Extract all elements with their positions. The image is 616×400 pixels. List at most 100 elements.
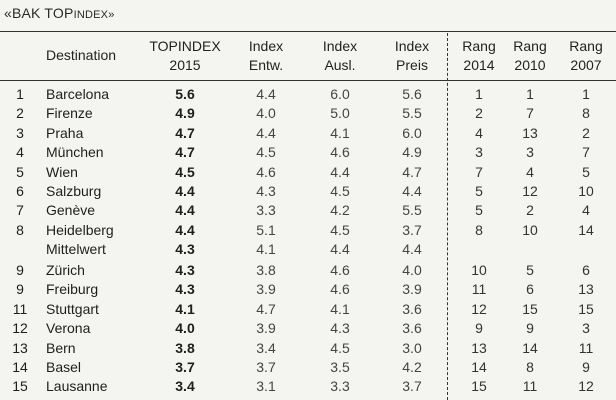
table-row: 8 Heidelberg 4.4 5.1 4.5 3.7 8 10 14: [0, 221, 616, 240]
index-entw-cell: 4.4: [256, 124, 276, 141]
topindex-cell: 4.1: [175, 300, 195, 317]
top-rule: [0, 31, 616, 32]
index-preis-cell: 4.2: [402, 359, 422, 375]
rang-2007-cell: 13: [578, 281, 594, 298]
header-r2010-line2: 2010: [514, 57, 546, 73]
rank-cell: 8: [16, 221, 24, 238]
index-ausl-cell: 4.5: [330, 221, 350, 238]
rank-cell: 9: [16, 281, 24, 298]
rank-cell: 1: [16, 86, 24, 102]
destination-cell: Praha: [46, 124, 84, 141]
rang-2014-cell: 9: [475, 320, 483, 337]
index-preis-cell: 4.4: [402, 241, 422, 258]
rang-2007-cell: 7: [582, 144, 590, 161]
index-ausl-cell: 6.0: [330, 86, 350, 102]
rang-2007-cell: 2: [582, 124, 590, 141]
index-entw-cell: 4.7: [256, 300, 276, 317]
table-row: 12 Verona 4.0 3.9 4.3 3.6 9 9 3: [0, 319, 616, 338]
table-row: 9 Zürich 4.3 3.8 4.6 4.0 10 5 6: [0, 261, 616, 280]
rang-2007-cell: 8: [582, 105, 590, 122]
rang-2007-cell: 12: [578, 378, 594, 395]
topindex-cell: 3.8: [175, 339, 195, 356]
header-topindex-line2: 2015: [169, 57, 201, 73]
index-entw-cell: 3.4: [256, 339, 276, 356]
index-preis-cell: 5.6: [402, 86, 422, 102]
index-preis-cell: 4.0: [402, 262, 422, 278]
rang-2007-cell: 10: [578, 183, 594, 199]
topindex-cell: 4.3: [175, 281, 195, 298]
destination-cell: Firenze: [46, 105, 93, 122]
rank-cell: 7: [16, 202, 24, 219]
destination-cell: Genève: [46, 202, 96, 219]
index-entw-cell: 5.1: [256, 221, 276, 238]
header-r2014-line2: 2014: [463, 57, 495, 73]
header-index-entw: Index Entw.: [236, 37, 296, 75]
table-row: 15 Lausanne 3.4 3.1 3.3 3.7 15 11 12: [0, 377, 616, 396]
topindex-cell: 4.0: [175, 320, 195, 337]
rang-2014-cell: 11: [471, 281, 487, 298]
topindex-cell: 4.7: [175, 144, 195, 161]
topindex-cell: 4.4: [175, 202, 195, 219]
destination-cell: Barcelona: [46, 86, 110, 102]
rang-2014-cell: 5: [475, 202, 483, 219]
table-row: 13 Bern 3.8 3.4 4.5 3.0 13 14 11: [0, 339, 616, 358]
header-r2007-line2: 2007: [570, 57, 602, 73]
header-ausl-line1: Index: [322, 38, 358, 54]
index-entw-cell: 4.5: [256, 144, 276, 161]
destination-cell: Wien: [46, 163, 78, 180]
destination-cell: München: [46, 144, 104, 161]
destination-cell: Lausanne: [46, 378, 108, 395]
index-ausl-cell: 4.1: [330, 124, 350, 141]
header-entw-line2: Entw.: [248, 57, 284, 73]
header-ausl-line2: Ausl.: [324, 57, 356, 73]
rang-2010-cell: 8: [526, 359, 534, 375]
rang-2010-cell: 12: [522, 183, 538, 199]
rang-2010-cell: 10: [522, 221, 538, 238]
index-ausl-cell: 4.6: [330, 144, 350, 161]
table-row: 3 Praha 4.7 4.4 4.1 6.0 4 13 2: [0, 124, 616, 143]
topindex-cell: 4.4: [175, 183, 195, 199]
header-rang-2014: Rang 2014: [454, 37, 504, 75]
topindex-cell: 4.3: [175, 262, 195, 278]
index-ausl-cell: 3.5: [330, 359, 350, 375]
rank-cell: 11: [12, 300, 28, 317]
destination-cell: Zürich: [46, 262, 85, 278]
rang-2014-cell: 1: [475, 86, 483, 102]
rang-2010-cell: 6: [526, 281, 534, 298]
rang-2007-cell: 1: [582, 86, 590, 102]
rang-2010-cell: 9: [526, 320, 534, 337]
rang-2010-cell: 11: [522, 378, 538, 395]
table-row: 11 Stuttgart 4.1 4.7 4.1 3.6 12 15 15: [0, 300, 616, 319]
destination-cell: Basel: [46, 359, 82, 375]
index-preis-cell: 4.4: [402, 183, 422, 199]
rang-2014-cell: 14: [471, 359, 487, 375]
table-title: «BAK TOPINDEX»: [4, 5, 115, 21]
index-entw-cell: 4.3: [256, 183, 276, 199]
table-row: 9 Freiburg 4.3 3.9 4.6 3.9 11 6 13: [0, 280, 616, 299]
index-ausl-cell: 4.4: [330, 163, 350, 180]
rank-cell: 6: [16, 183, 24, 199]
rang-2007-cell: 4: [582, 202, 590, 219]
table-row: 2 Firenze 4.9 4.0 5.0 5.5 2 7 8: [0, 104, 616, 123]
rang-2010-cell: 15: [522, 300, 538, 317]
index-ausl-cell: 4.5: [330, 183, 350, 199]
header-entw-line1: Index: [248, 38, 284, 54]
table-row: 1 Barcelona 5.6 4.4 6.0 5.6 1 1 1: [0, 85, 616, 104]
rang-2010-cell: 14: [522, 339, 538, 356]
rank-cell: 14: [12, 359, 28, 375]
index-ausl-cell: 4.4: [330, 241, 350, 258]
rank-cell: 3: [16, 124, 24, 141]
rang-2010-cell: 3: [526, 144, 534, 161]
index-entw-cell: 3.9: [256, 320, 276, 337]
topindex-cell: 3.7: [175, 359, 195, 375]
header-preis-line2: Preis: [396, 57, 428, 73]
table-row: 7 Genève 4.4 3.3 4.2 5.5 5 2 4: [0, 201, 616, 220]
index-entw-cell: 3.3: [256, 202, 276, 219]
rang-2014-cell: 13: [471, 339, 487, 356]
topindex-cell: 4.5: [175, 163, 195, 180]
index-ausl-cell: 3.3: [330, 378, 350, 395]
rang-2007-cell: 5: [582, 163, 590, 180]
rang-2014-cell: 7: [475, 163, 483, 180]
table-row-average: Mittelwert 4.3 4.1 4.4 4.4: [0, 240, 616, 259]
